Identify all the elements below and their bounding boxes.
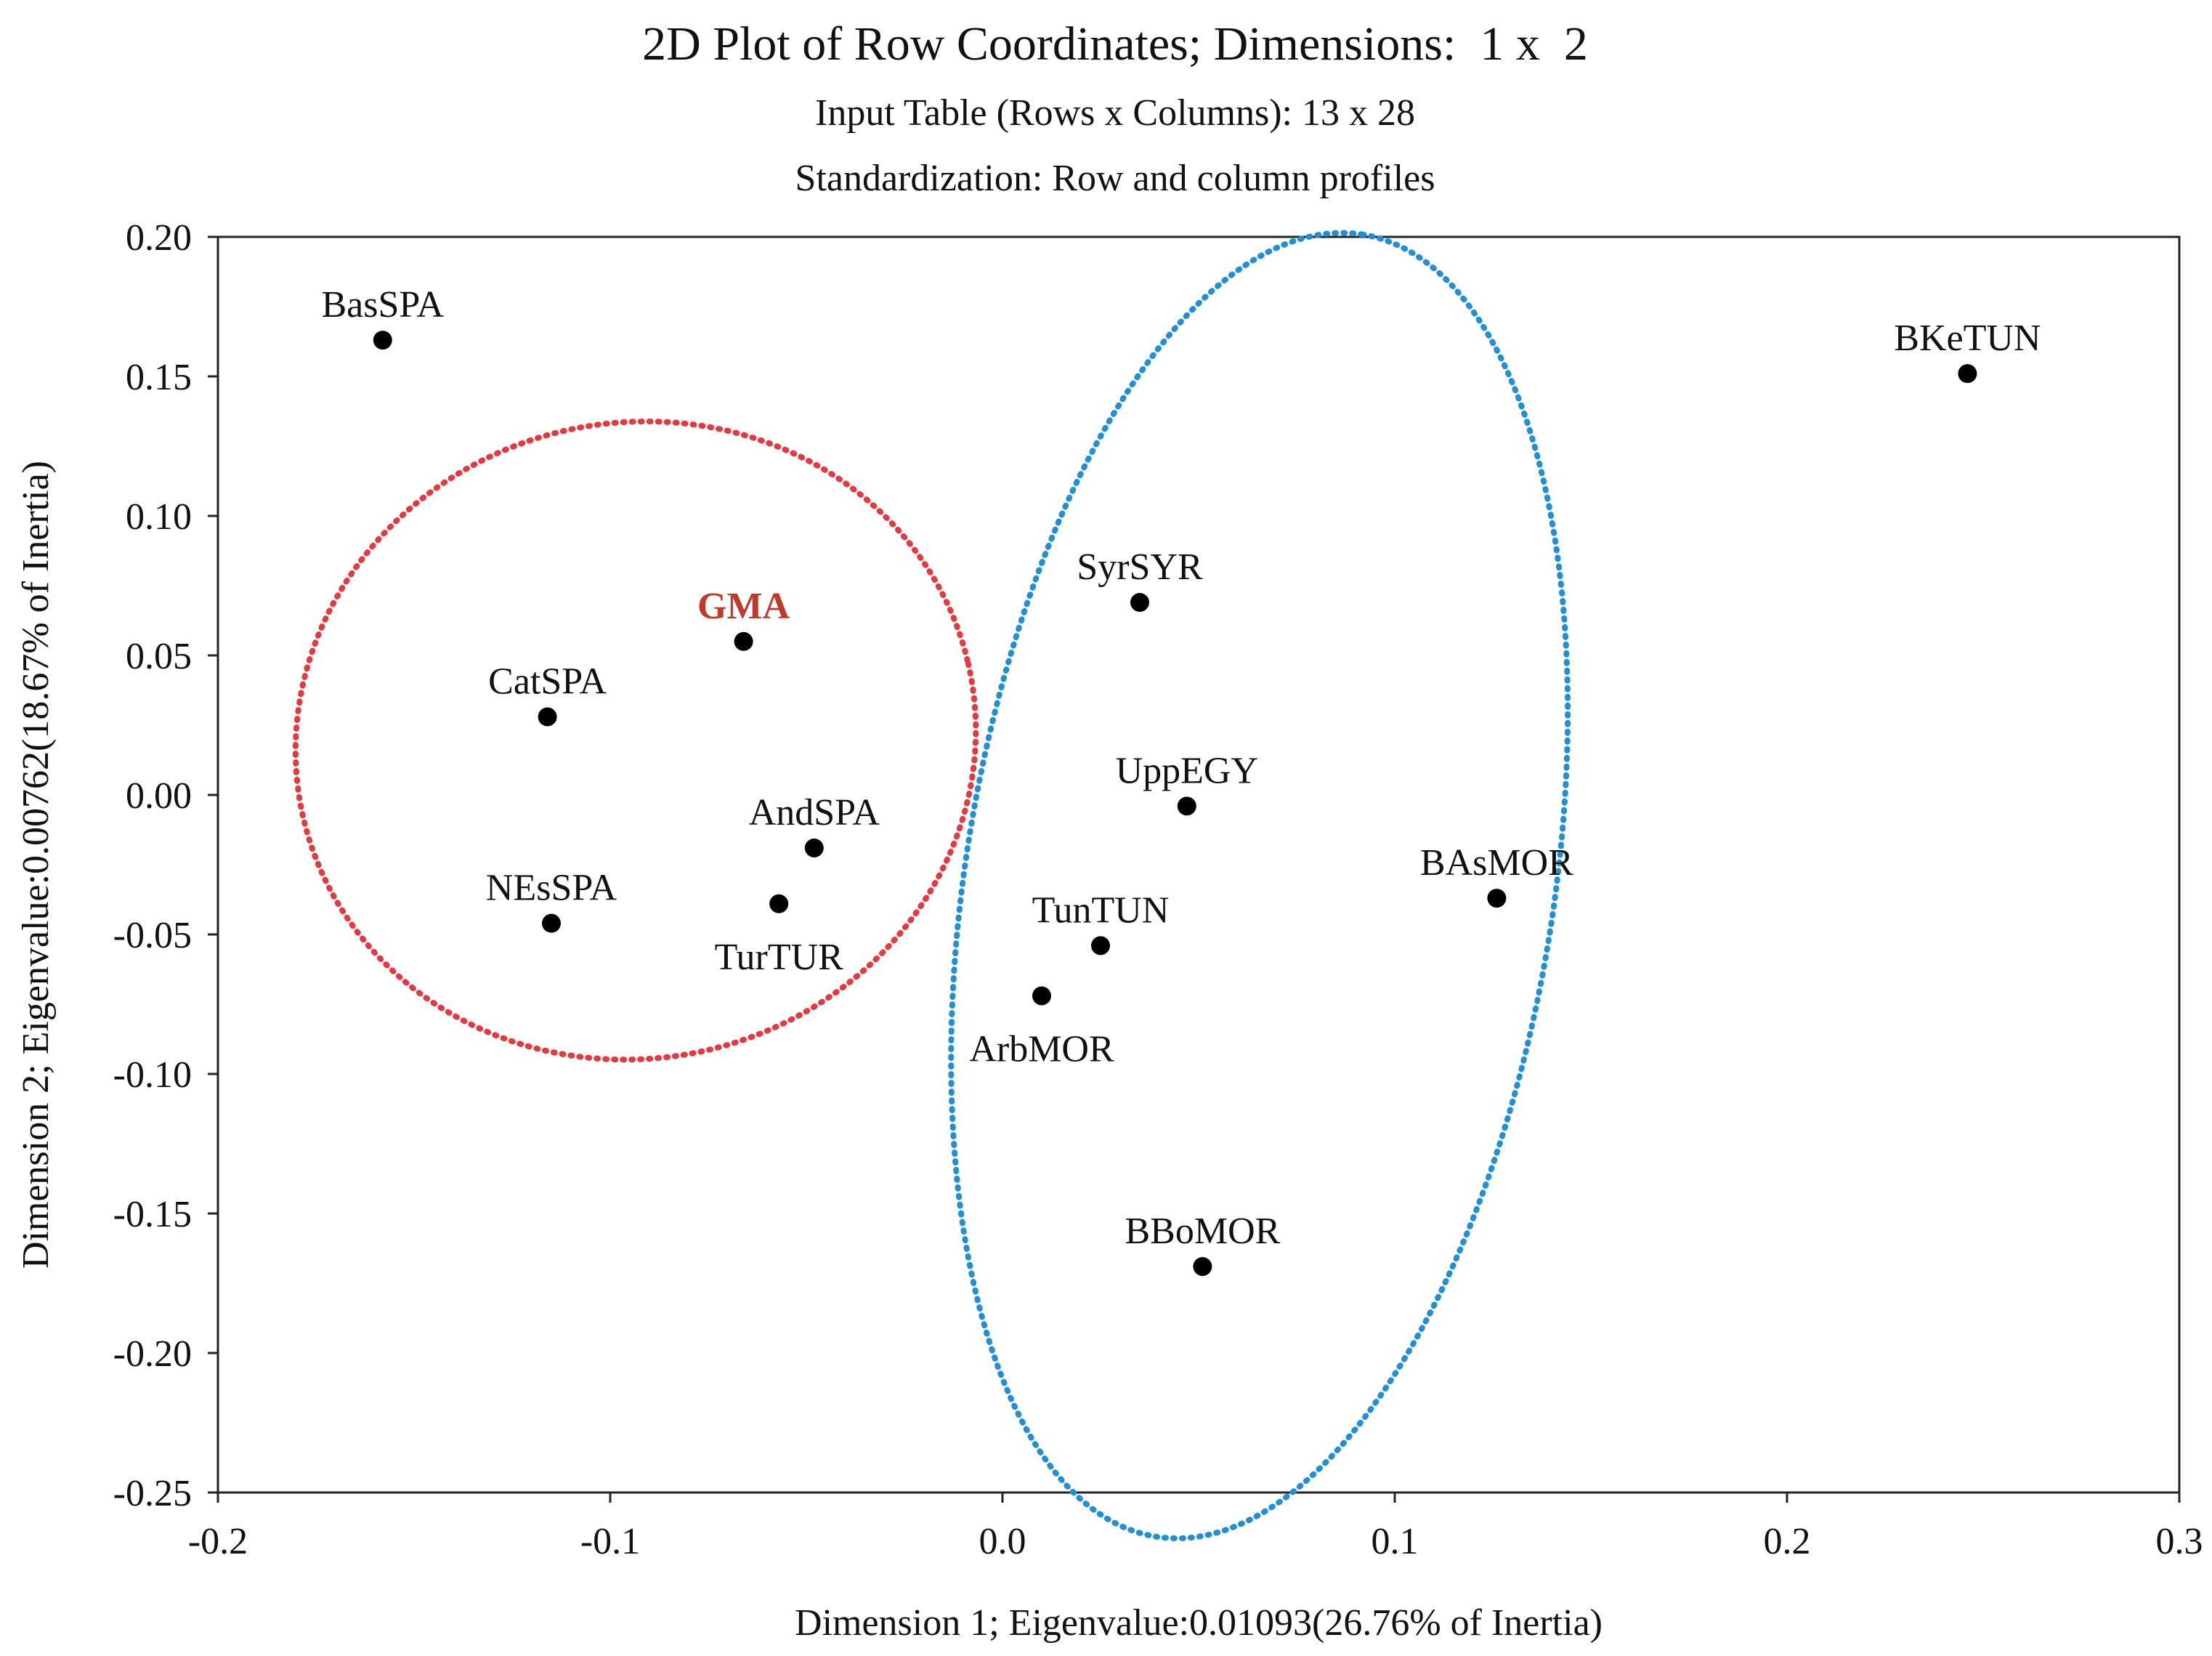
point-label-nesspa: NEsSPA <box>486 868 617 909</box>
data-point-bbomor <box>1193 1256 1212 1276</box>
x-tick-label: -0.2 <box>188 1521 248 1562</box>
point-label-basmor: BAsMOR <box>1420 842 1573 884</box>
y-tick-label: 0.05 <box>126 636 192 677</box>
data-point-basmor <box>1487 889 1507 908</box>
blue-cluster-ellipse <box>948 230 1571 1542</box>
data-point-syrsyr <box>1130 593 1149 613</box>
x-tick-label: 0.0 <box>979 1521 1026 1562</box>
cluster-ellipses <box>292 230 1571 1542</box>
y-tick-label: 0.15 <box>126 357 192 398</box>
y-axis-ticks: 0.20 0.15 0.10 0.05 0.00 -0.05 -0.10 -0.15 -0.20… <box>113 217 218 1514</box>
data-point-nesspa <box>542 913 561 933</box>
point-label-turtur: TurTUR <box>715 937 844 978</box>
x-axis-ticks: -0.2 -0.1 0.0 0.1 0.2 0.3 <box>188 1493 2203 1562</box>
data-point-arbmor <box>1032 986 1051 1006</box>
plot-area-frame <box>216 235 2181 1494</box>
x-tick-label: 0.2 <box>1764 1521 1811 1562</box>
y-tick-label: 0.00 <box>126 775 192 817</box>
y-tick-label: -0.25 <box>113 1473 192 1514</box>
data-point-gma <box>734 631 753 651</box>
y-tick-label: -0.10 <box>113 1054 192 1096</box>
point-label-gma: GMA <box>697 586 790 627</box>
point-label-tuntun: TunTUN <box>1032 889 1170 931</box>
x-tick-label: 0.3 <box>2156 1521 2203 1562</box>
point-label-arbmor: ArbMOR <box>969 1028 1114 1070</box>
point-label-catspa: CatSPA <box>488 661 607 702</box>
data-point-turtur <box>769 894 789 913</box>
y-axis-label: Dimension 2; Eigenvalue:0.00762(18.67% o… <box>15 461 57 1269</box>
data-point-uppegy <box>1177 796 1196 816</box>
y-tick-label: -0.15 <box>113 1194 192 1235</box>
point-label-bketun: BKeTUN <box>1894 318 2041 359</box>
data-point-bketun <box>1958 364 1977 384</box>
point-label-basspa: BasSPA <box>321 284 444 326</box>
red-cluster-ellipse <box>292 419 979 1063</box>
point-label-syrsyr: SyrSYR <box>1077 546 1203 588</box>
x-tick-label: 0.1 <box>1372 1521 1419 1562</box>
data-point-tuntun <box>1091 936 1110 956</box>
data-point-catspa <box>538 707 557 727</box>
point-label-bbomor: BBoMOR <box>1125 1211 1280 1252</box>
y-tick-label: -0.20 <box>113 1333 192 1375</box>
y-tick-label: 0.20 <box>126 217 192 259</box>
x-axis-label: Dimension 1; Eigenvalue:0.01093(26.76% o… <box>795 1602 1603 1644</box>
point-label-uppegy: UppEGY <box>1116 750 1258 791</box>
data-point-andspa <box>804 838 824 857</box>
data-point-basspa <box>373 331 392 350</box>
x-tick-label: -0.1 <box>580 1521 640 1562</box>
chart-subtitle-input-table: Input Table (Rows x Columns): 13 x 28 <box>815 92 1415 134</box>
point-label-andspa: AndSPA <box>749 792 880 833</box>
data-points: BasSPA BKeTUN GMA CatSPA SyrSYR UppEGY AndSPA N… <box>321 284 2041 1276</box>
y-tick-label: 0.10 <box>126 496 192 538</box>
y-tick-label: -0.05 <box>113 915 192 956</box>
chart-title: 2D Plot of Row Coordinates; Dimensions: … <box>642 17 1588 70</box>
chart-subtitle-standardization: Standardization: Row and column profiles <box>795 158 1435 199</box>
